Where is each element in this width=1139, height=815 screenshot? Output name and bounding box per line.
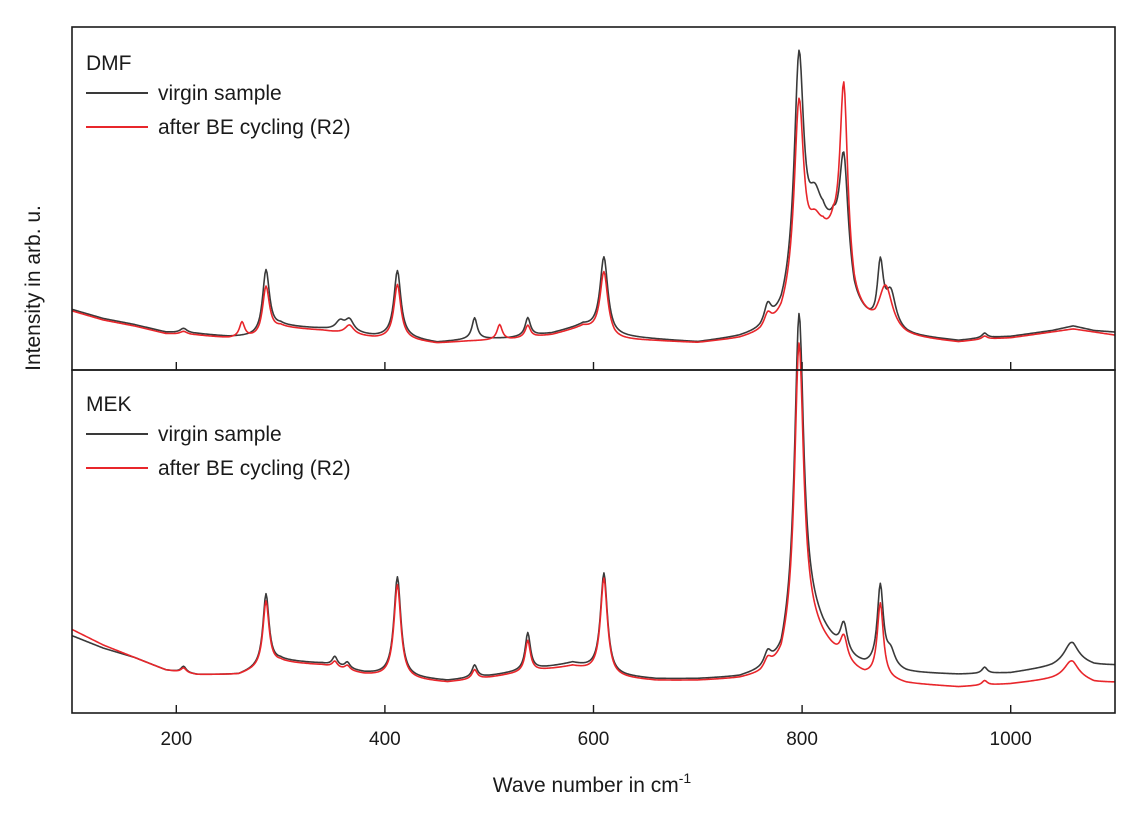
x-tick-label: 800 xyxy=(786,729,818,750)
dmf-legend-label-virgin: virgin sample xyxy=(158,82,282,105)
y-axis-label: Intensity in arb. u. xyxy=(22,205,45,371)
mek-legend-label-virgin: virgin sample xyxy=(158,423,282,446)
x-tick-label: 1000 xyxy=(990,729,1032,750)
curves-layer xyxy=(71,49,1116,688)
dmf-series-virgin-line xyxy=(71,49,1116,343)
ticks-layer: 200 400 600 800 1000 xyxy=(160,362,1032,750)
mek-legend-label-cycled: after BE cycling (R2) xyxy=(158,457,351,480)
mek-panel-label: MEK xyxy=(86,393,132,416)
dmf-legend-label-cycled: after BE cycling (R2) xyxy=(158,116,351,139)
x-tick-label: 200 xyxy=(160,729,192,750)
x-tick-label: 400 xyxy=(369,729,401,750)
dmf-series-cycled-line xyxy=(71,81,1116,344)
x-axis-label-superscript: -1 xyxy=(679,770,692,786)
x-tick-label: 600 xyxy=(578,729,610,750)
x-axis-label-text: Wave number in cm xyxy=(493,774,679,797)
x-axis-label: Wave number in cm-1 xyxy=(493,770,692,797)
mek-series-cycled-line xyxy=(71,342,1116,688)
dmf-panel-label: DMF xyxy=(86,52,132,75)
legend-layer: DMF virgin sample after BE cycling (R2) MEK… xyxy=(86,52,351,480)
